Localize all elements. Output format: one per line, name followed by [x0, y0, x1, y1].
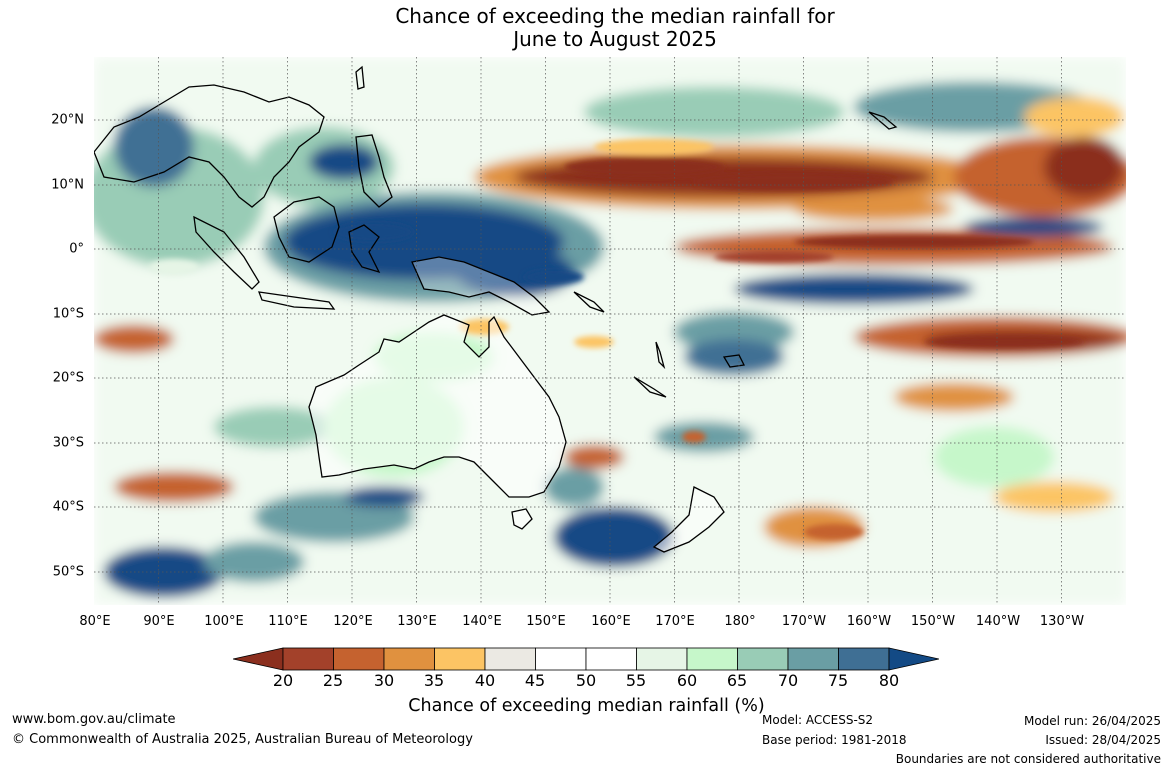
colorbar-bin-50-55 — [585, 647, 637, 671]
probability-fields — [94, 57, 1126, 605]
colorbar-tick-45: 45 — [524, 671, 546, 690]
graticule — [94, 57, 1126, 605]
sulawesi-coastline — [348, 224, 381, 274]
lon-label-170e: 170°E — [655, 614, 695, 629]
lon-label-120e: 120°E — [333, 614, 373, 629]
lat-label-10s: 10°S — [52, 306, 84, 322]
copyright-text: © Commonwealth of Australia 2025, Austra… — [12, 732, 473, 747]
model-run-date: Model run: 26/04/2025 — [1023, 714, 1161, 728]
lat-label-20n: 20°N — [51, 112, 84, 128]
colorbar-tick-65: 65 — [726, 671, 748, 690]
new-caledonia-coastline — [633, 376, 667, 398]
lon-label-110e: 110°E — [268, 614, 308, 629]
vanuatu-coastline — [655, 341, 666, 370]
colorbar-tick-70: 70 — [777, 671, 799, 690]
website-link[interactable]: www.bom.gov.au/climate — [12, 712, 176, 727]
philippines-coastline — [355, 134, 393, 208]
colorbar-bin-45-50 — [535, 647, 587, 671]
lat-label-20s: 20°S — [52, 370, 84, 386]
boundary-disclaimer: Boundaries are not considered authoritat… — [895, 752, 1161, 766]
colorbar-tick-80: 80 — [878, 671, 900, 690]
lon-label-180: 180° — [724, 614, 756, 629]
lon-label-130e: 130°E — [397, 614, 437, 629]
colorbar-tick-35: 35 — [423, 671, 445, 690]
hawaii-coastline — [868, 111, 898, 130]
lon-label-140e: 140°E — [462, 614, 502, 629]
sumatra-coastline — [193, 215, 260, 290]
colorbar-bin-35-40 — [434, 647, 486, 671]
map-title-line-2: June to August 2025 — [513, 27, 717, 51]
lon-label-170w: 170°W — [781, 614, 827, 629]
lon-label-150e: 150°E — [526, 614, 566, 629]
taiwan-coastline — [355, 65, 365, 90]
colorbar-bin-25-30 — [333, 647, 385, 671]
lat-label-30s: 30°S — [52, 435, 84, 451]
model-name: Model: ACCESS-S2 — [762, 713, 874, 727]
base-period: Base period: 1981-2018 — [762, 733, 907, 747]
colorbar-bin-55-60 — [636, 647, 688, 671]
lon-label-160e: 160°E — [591, 614, 631, 629]
new-guinea-coastline — [411, 256, 551, 316]
java-coastline — [258, 291, 336, 310]
colorbar-bin-60-65 — [686, 647, 738, 671]
colorbar-tick-60: 60 — [676, 671, 698, 690]
colorbar-tick-20: 20 — [272, 671, 294, 690]
lon-label-100e: 100°E — [204, 614, 244, 629]
mainland-asia-coastline — [94, 84, 325, 208]
colorbar-bin-20-25 — [282, 647, 334, 671]
map-title-line-1: Chance of exceeding the median rainfall … — [395, 4, 835, 28]
lat-label-40s: 40°S — [52, 499, 84, 515]
colorbar — [233, 647, 939, 671]
colorbar-tick-25: 25 — [322, 671, 344, 690]
borneo-coastline — [273, 196, 340, 263]
colorbar-tick-50: 50 — [575, 671, 597, 690]
colorbar-high-arrow — [888, 647, 939, 671]
lon-label-80e: 80°E — [79, 614, 111, 629]
lon-label-140w: 140°W — [975, 614, 1021, 629]
solomon-islands-coastline — [573, 291, 605, 313]
colorbar-tick-40: 40 — [474, 671, 496, 690]
coastlines — [94, 65, 898, 553]
lat-label-10n: 10°N — [51, 177, 84, 193]
colorbar-tick-30: 30 — [373, 671, 395, 690]
colorbar-bin-30-35 — [383, 647, 435, 671]
rainfall-outlook-map — [94, 57, 1126, 605]
lon-label-150w: 150°W — [910, 614, 956, 629]
lon-label-130w: 130°W — [1039, 614, 1085, 629]
colorbar-bin-75-80 — [838, 647, 890, 671]
tasmania-coastline — [511, 508, 533, 530]
colorbar-bin-40-45 — [484, 647, 536, 671]
new-zealand-coastline — [652, 486, 725, 553]
lat-label-50s: 50°S — [52, 564, 84, 580]
lon-label-90e: 90°E — [143, 614, 175, 629]
colorbar-tick-55: 55 — [625, 671, 647, 690]
lon-label-160w: 160°W — [846, 614, 892, 629]
colorbar-low-arrow — [233, 647, 284, 671]
issued-date: Issued: 28/04/2025 — [1045, 733, 1161, 747]
australia-coastline — [308, 314, 567, 498]
colorbar-label: Chance of exceeding median rainfall (%) — [408, 696, 765, 716]
probability-detail — [149, 139, 1084, 540]
colorbar-bin-70-75 — [787, 647, 839, 671]
lat-label-0: 0° — [69, 241, 84, 257]
fiji-coastline — [722, 354, 745, 368]
colorbar-tick-75: 75 — [827, 671, 849, 690]
colorbar-bin-65-70 — [737, 647, 789, 671]
